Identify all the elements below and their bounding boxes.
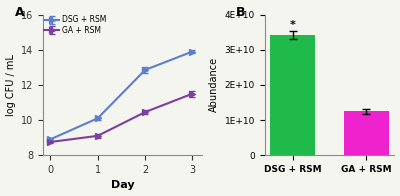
Text: *: * [290, 20, 296, 30]
X-axis label: Day: Day [111, 181, 134, 191]
Legend: DSG + RSM, GA + RSM: DSG + RSM, GA + RSM [44, 15, 107, 35]
Bar [270, 35, 315, 155]
Text: B: B [236, 6, 246, 19]
Y-axis label: Abundance: Abundance [209, 57, 219, 113]
Y-axis label: log CFU / mL: log CFU / mL [6, 54, 16, 116]
Text: A: A [15, 6, 24, 19]
Bar [344, 111, 388, 155]
